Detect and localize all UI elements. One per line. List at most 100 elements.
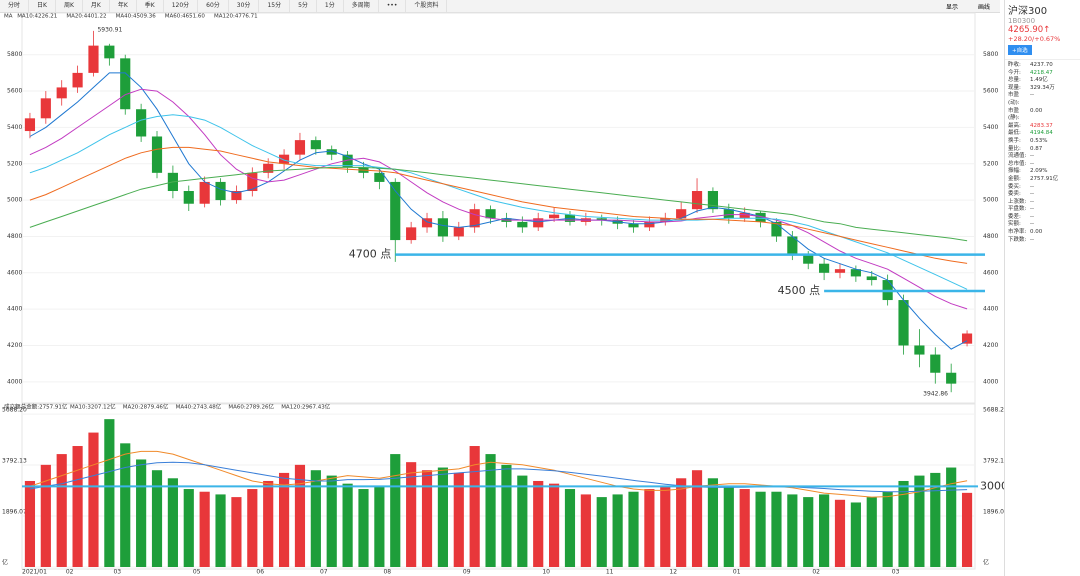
stat-value: -- — [1030, 160, 1034, 167]
y-tick-label-right: 4400 — [983, 306, 998, 313]
volume-bar — [930, 472, 941, 567]
volume-bar — [564, 489, 576, 567]
y-tick-label: 5800 — [7, 51, 22, 58]
candle-body — [406, 227, 417, 241]
y-tick-label: 5400 — [7, 124, 22, 131]
volume-bar — [803, 497, 814, 567]
legend-entry: MA20:4401.22 — [66, 14, 106, 20]
y-tick-label-right: 5600 — [983, 88, 998, 95]
tab[interactable]: 日K — [29, 0, 56, 12]
tab[interactable]: 5分 — [290, 0, 317, 12]
tab[interactable]: 月K — [83, 0, 110, 12]
volume-bar — [596, 497, 607, 567]
y-tick-label: 4200 — [7, 342, 22, 349]
candle-body — [151, 136, 163, 173]
stat-row: 金额: 2757.91亿 — [1005, 176, 1080, 184]
candle-body — [437, 218, 448, 237]
tab[interactable]: 季K — [137, 0, 164, 12]
stat-label: 最低: — [1008, 130, 1021, 137]
tool[interactable]: 显示 — [945, 3, 958, 11]
stat-value: -- — [1030, 236, 1034, 243]
candle-body — [628, 223, 639, 228]
stat-value: -- — [1030, 206, 1034, 213]
tab[interactable]: 周K — [56, 0, 83, 12]
volume-bar — [263, 480, 274, 567]
candle-body — [644, 221, 655, 228]
volume-bar — [898, 480, 909, 567]
volume-bar — [485, 454, 496, 567]
stat-row: 委差: -- — [1005, 214, 1080, 222]
y-tick-label: 5600 — [7, 88, 22, 95]
stat-value: -- — [1030, 92, 1034, 99]
tool[interactable]: 画线 — [977, 3, 990, 11]
stat-value: 0.00 — [1030, 107, 1043, 114]
tab[interactable]: 15分 — [259, 0, 291, 12]
stat-row: 市盈(静): 0.00 — [1005, 108, 1080, 123]
candle-body — [819, 263, 830, 273]
stock-code: 1B0300 — [1008, 17, 1036, 25]
support-label: 4700 点 — [349, 248, 392, 261]
support-label: 4500 点 — [778, 284, 821, 297]
volume-bar — [517, 475, 528, 567]
stat-label: 委卖: — [1008, 191, 1021, 198]
volume-bar — [850, 502, 861, 567]
ma-line — [29, 166, 968, 242]
legend-entry: MA20:2879.46亿 — [123, 403, 169, 411]
candle-body — [278, 154, 290, 164]
ma-line — [29, 450, 968, 498]
candle-body — [866, 276, 877, 281]
y-tick-label: 4600 — [7, 269, 22, 276]
stat-label: 平盘数: — [1008, 206, 1027, 213]
ma-line — [29, 146, 968, 264]
tab[interactable]: 个股资料 — [406, 0, 448, 12]
tab[interactable]: 1分 — [317, 0, 344, 12]
candle-body — [707, 191, 719, 210]
candle-body — [596, 218, 607, 221]
tab[interactable]: 120分 — [164, 0, 199, 12]
volume-bar — [437, 467, 448, 567]
ma-line — [29, 88, 968, 310]
volume-bar — [469, 446, 480, 567]
volume-bar — [120, 443, 131, 567]
volume-bar — [961, 492, 973, 567]
stat-label: 委买: — [1008, 183, 1021, 190]
stat-row: 最高: 4283.37 — [1005, 123, 1080, 131]
stat-label: 下跌数: — [1008, 236, 1027, 243]
tab[interactable]: 年K — [110, 0, 137, 12]
volume-bar — [136, 459, 147, 567]
stat-label: 市盈(动): — [1008, 92, 1020, 106]
y-tick-label-right: 4800 — [983, 233, 998, 240]
volume-bar — [819, 494, 830, 567]
stat-row: 流通值: -- — [1005, 153, 1080, 161]
y-tick-label-right: 5200 — [983, 160, 998, 167]
legend-entry: MA120:4776.71 — [214, 14, 258, 20]
volume-bar — [406, 462, 417, 567]
tab[interactable]: ••• — [379, 0, 407, 12]
tab[interactable]: 30分 — [229, 0, 260, 12]
x-tick-label: 06 — [256, 569, 264, 576]
watch-button[interactable]: +自选 — [1008, 45, 1032, 55]
volume-bar — [707, 478, 719, 567]
volume-bar — [882, 491, 893, 567]
candle-body — [771, 221, 782, 237]
stat-label: 总市值: — [1008, 160, 1027, 167]
stat-row: 市盈(动): -- — [1005, 92, 1080, 107]
volume-bar — [231, 497, 242, 567]
tab[interactable]: 60分 — [198, 0, 229, 12]
stat-value: -- — [1030, 183, 1034, 190]
x-tick-label: 11 — [606, 569, 614, 576]
x-tick-label: 05 — [193, 569, 201, 576]
volume-bar — [294, 464, 306, 567]
volume-bar — [946, 467, 957, 567]
candle-body — [88, 45, 99, 73]
tab[interactable]: 多周期 — [344, 0, 379, 12]
v-tick-label: 5688.20 — [2, 407, 27, 414]
x-tick-label: 02 — [812, 569, 820, 576]
legend-entry: MA10:3207.12亿 — [70, 403, 116, 411]
stat-label: 量比: — [1008, 145, 1021, 152]
stat-row: 总市值: -- — [1005, 161, 1080, 169]
x-tick-label: 07 — [320, 569, 328, 576]
stat-row: 换手: 0.53% — [1005, 138, 1080, 146]
tab[interactable]: 分时 — [0, 0, 30, 12]
volume-bar — [88, 432, 99, 567]
